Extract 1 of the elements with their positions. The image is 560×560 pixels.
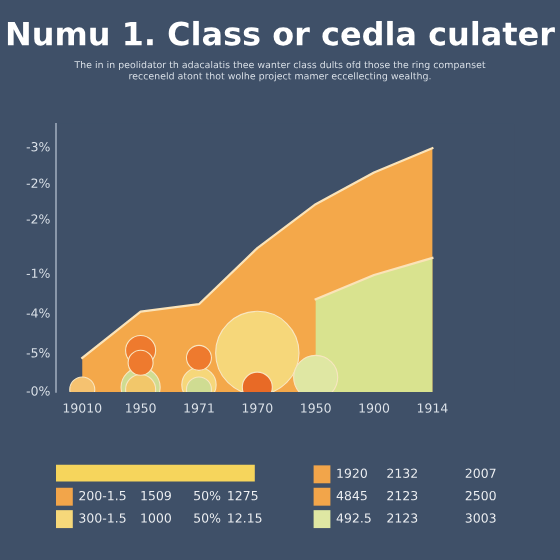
chart-title: Numu 1. Class or cedla culater bbox=[7, 20, 555, 46]
